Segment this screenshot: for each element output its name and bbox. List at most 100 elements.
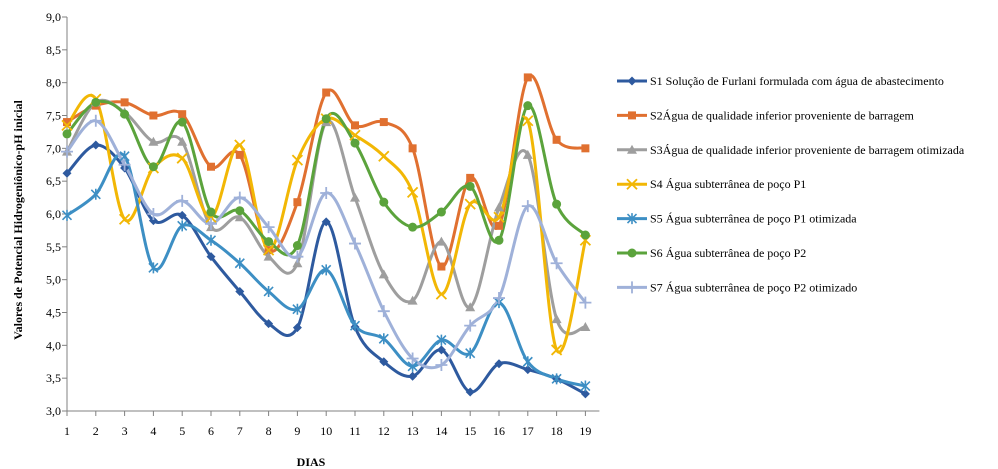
data-point-s2 (178, 110, 187, 119)
legend-label-s6: S6 Água subterrânea de poço P2 (650, 246, 806, 260)
data-point-s2 (408, 144, 417, 153)
legend-label-s3: S3Água de qualidade inferior proveniente… (650, 143, 965, 157)
data-point-s7 (320, 186, 333, 199)
data-point-s7 (176, 194, 189, 207)
data-point-s7 (579, 296, 592, 309)
legend-marker-s2 (628, 111, 636, 120)
data-point-s5 (90, 188, 101, 200)
x-tick-label: 1 (64, 424, 70, 438)
data-point-s6 (177, 117, 187, 127)
legend-marker-s4 (626, 178, 638, 190)
data-point-s6 (552, 199, 562, 209)
data-point-s5 (378, 333, 389, 345)
data-point-s7 (464, 319, 477, 332)
data-point-s2 (207, 162, 215, 171)
data-point-s5 (177, 220, 188, 232)
legend-label-s4: S4 Água subterrânea de poço P1 (650, 177, 806, 191)
legend-marker-s3 (627, 144, 637, 154)
data-point-s3 (263, 251, 274, 261)
data-point-s2 (523, 73, 532, 82)
data-point-s2 (581, 144, 590, 153)
data-point-s6 (465, 181, 475, 191)
data-point-s2 (379, 118, 388, 127)
data-point-s6 (408, 222, 418, 232)
data-point-s2 (466, 173, 475, 182)
x-tick-label: 14 (435, 424, 447, 438)
data-point-s2 (63, 118, 71, 127)
y-tick-label: 5,0 (46, 273, 61, 287)
data-point-s6 (264, 237, 274, 247)
y-tick-label: 6,0 (46, 207, 61, 221)
data-point-s2 (235, 150, 244, 159)
data-point-s5 (263, 285, 274, 297)
data-point-s3 (494, 202, 504, 212)
x-tick-label: 4 (150, 424, 156, 438)
data-point-s5 (580, 380, 591, 392)
data-point-s1 (379, 357, 389, 367)
data-point-s5 (61, 209, 73, 221)
data-point-s4 (176, 152, 188, 164)
data-point-s7 (377, 305, 390, 318)
data-point-s4 (291, 154, 304, 166)
data-point-s7 (349, 237, 361, 250)
data-point-s5 (436, 334, 447, 346)
y-tick-label: 6,5 (46, 174, 61, 188)
data-point-s1 (235, 286, 245, 296)
data-point-s4 (435, 288, 448, 300)
x-tick-label: 19 (579, 424, 591, 438)
data-point-s6 (120, 109, 130, 119)
data-point-s2 (351, 121, 359, 130)
x-tick-label: 9 (294, 424, 300, 438)
data-point-s3 (177, 136, 188, 146)
legend-label-s7: S7 Água subterrânea de poço P2 otimizado (650, 280, 857, 294)
data-point-s2 (552, 135, 561, 144)
y-tick-label: 4,0 (46, 338, 61, 352)
x-tick-label: 7 (237, 424, 243, 438)
legend-label-s5: S5 Água subterrânea de poço P1 otimizada (650, 212, 857, 226)
data-point-s1 (177, 210, 187, 220)
data-point-s1 (408, 371, 418, 381)
data-point-s7 (118, 158, 131, 171)
data-point-s3 (378, 269, 389, 279)
data-point-s2 (293, 198, 302, 207)
y-tick-label: 7,0 (46, 141, 61, 155)
data-point-s7 (406, 352, 419, 365)
legend-marker-s1 (627, 76, 637, 86)
data-point-s2 (322, 88, 331, 97)
x-tick-label: 15 (464, 424, 476, 438)
data-point-s2 (149, 111, 158, 120)
y-axis-label: Valores de Potencial Hidrogeniônico-pH i… (11, 99, 25, 339)
data-point-s3 (292, 258, 303, 268)
y-tick-label: 7,5 (46, 109, 61, 123)
data-point-s6 (292, 241, 302, 251)
data-point-s6 (206, 207, 216, 217)
y-tick-label: 9,0 (46, 10, 61, 24)
data-point-s2 (120, 98, 129, 107)
legend: S1 Solução de Furlani formulada com água… (617, 74, 965, 294)
data-point-s7 (521, 200, 534, 213)
data-point-s7 (262, 221, 275, 234)
data-point-s7 (205, 217, 217, 230)
data-point-s1 (148, 216, 158, 226)
data-point-s5 (349, 320, 361, 332)
data-point-s5 (234, 257, 245, 269)
data-point-s6 (321, 114, 331, 124)
data-point-s6 (62, 129, 72, 139)
x-tick-label: 2 (93, 424, 99, 438)
data-point-s3 (465, 302, 476, 312)
data-point-s1 (523, 365, 533, 375)
data-point-s4 (118, 213, 131, 225)
data-point-s6 (580, 230, 590, 240)
data-point-s4 (349, 129, 361, 141)
legend-label-s2: S2Água de qualidade inferior proveniente… (650, 108, 915, 122)
data-point-s5 (465, 347, 476, 359)
data-point-s2 (437, 262, 446, 271)
data-point-s6 (235, 206, 245, 216)
data-point-s3 (148, 136, 159, 146)
legend-marker-s6 (627, 248, 637, 258)
data-point-s5 (205, 234, 217, 246)
data-point-s1 (436, 345, 446, 355)
data-point-s3 (580, 321, 591, 331)
x-tick-label: 6 (208, 424, 214, 438)
